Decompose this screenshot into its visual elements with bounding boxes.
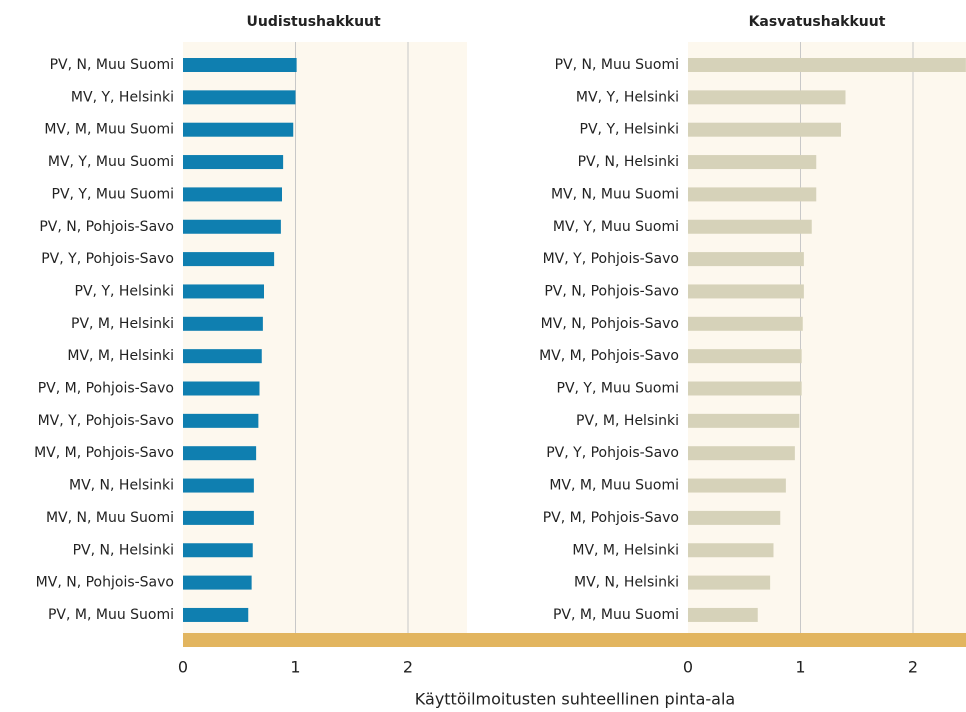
bar (688, 219, 812, 234)
bar (688, 187, 817, 202)
bar (183, 187, 282, 202)
y-tick-label: PV, M, Muu Suomi (553, 607, 679, 623)
y-tick-label: MV, Y, Helsinki (576, 89, 679, 105)
bar (688, 446, 795, 461)
y-tick-label: MV, N, Pohjois-Savo (541, 316, 679, 332)
y-tick-label: MV, N, Helsinki (574, 575, 679, 591)
x-axis-band (183, 633, 966, 647)
bar (183, 155, 284, 170)
bar (688, 510, 781, 525)
bar (688, 284, 804, 299)
bar (183, 510, 254, 525)
y-tick-label: PV, M, Pohjois-Savo (543, 510, 679, 526)
bar (183, 284, 264, 299)
bar (688, 349, 802, 364)
x-tick-label: 0 (178, 658, 188, 677)
x-tick-label: 2 (908, 658, 918, 677)
y-tick-label: PV, N, Muu Suomi (555, 57, 679, 73)
bar (688, 316, 803, 331)
bar (183, 58, 297, 72)
bar (183, 316, 263, 331)
y-tick-label: PV, N, Muu Suomi (50, 57, 174, 73)
bar (688, 122, 841, 137)
bar (688, 90, 846, 105)
y-tick-label: MV, M, Muu Suomi (44, 122, 174, 138)
y-tick-label: MV, M, Pohjois-Savo (34, 445, 174, 461)
bar (183, 252, 275, 267)
y-tick-label: MV, M, Pohjois-Savo (539, 348, 679, 364)
y-tick-label: MV, M, Helsinki (67, 348, 174, 364)
y-tick-label: MV, Y, Pohjois-Savo (543, 251, 679, 267)
y-tick-label: MV, N, Muu Suomi (46, 510, 174, 526)
x-axis-label: Käyttöilmoitusten suhteellinen pinta-ala (415, 690, 735, 709)
y-tick-label: PV, N, Helsinki (578, 154, 679, 170)
y-tick-label: MV, Y, Helsinki (71, 89, 174, 105)
x-tick-label: 0 (683, 658, 693, 677)
bar (183, 478, 254, 493)
y-tick-label: MV, Y, Pohjois-Savo (38, 413, 174, 429)
bar (183, 90, 296, 105)
bar (688, 155, 817, 170)
y-tick-label: MV, M, Muu Suomi (549, 478, 679, 494)
plot-background (183, 42, 467, 633)
bar (688, 58, 966, 72)
bar (183, 219, 281, 234)
y-tick-label: PV, M, Helsinki (576, 413, 679, 429)
bar (183, 575, 252, 590)
bar (688, 381, 802, 396)
bar (183, 122, 294, 137)
y-tick-label: MV, Y, Muu Suomi (48, 154, 174, 170)
y-tick-label: PV, M, Pohjois-Savo (38, 381, 174, 397)
y-tick-label: MV, N, Pohjois-Savo (36, 575, 174, 591)
y-tick-label: PV, Y, Pohjois-Savo (41, 251, 174, 267)
bar (688, 252, 804, 267)
bar (688, 543, 774, 558)
plot-background (688, 42, 966, 633)
bar (183, 381, 260, 396)
y-tick-label: PV, N, Pohjois-Savo (544, 283, 679, 299)
bar (183, 413, 259, 428)
x-tick-label: 1 (290, 658, 300, 677)
y-tick-label: PV, Y, Helsinki (75, 283, 174, 299)
bar (183, 543, 253, 558)
x-tick-label: 1 (795, 658, 805, 677)
bar (688, 478, 786, 493)
y-tick-label: PV, N, Pohjois-Savo (39, 219, 174, 235)
chart-title: Uudistushakkuut (247, 14, 381, 30)
y-tick-label: PV, M, Helsinki (71, 316, 174, 332)
bar (183, 349, 262, 364)
y-tick-label: MV, Y, Muu Suomi (553, 219, 679, 235)
y-tick-label: MV, N, Muu Suomi (551, 186, 679, 202)
y-tick-label: MV, N, Helsinki (69, 478, 174, 494)
y-tick-label: PV, Y, Muu Suomi (52, 186, 175, 202)
bar (688, 575, 771, 590)
x-tick-label: 2 (403, 658, 413, 677)
y-tick-label: PV, N, Helsinki (73, 542, 174, 558)
y-tick-label: MV, M, Helsinki (572, 542, 679, 558)
bar (183, 607, 249, 622)
bar (688, 413, 800, 428)
y-tick-label: PV, Y, Muu Suomi (557, 381, 680, 397)
y-tick-label: PV, M, Muu Suomi (48, 607, 174, 623)
y-tick-label: PV, Y, Pohjois-Savo (546, 445, 679, 461)
chart-title: Kasvatushakkuut (749, 14, 886, 30)
bar (688, 607, 758, 622)
bar (183, 446, 257, 461)
y-tick-label: PV, Y, Helsinki (580, 122, 679, 138)
